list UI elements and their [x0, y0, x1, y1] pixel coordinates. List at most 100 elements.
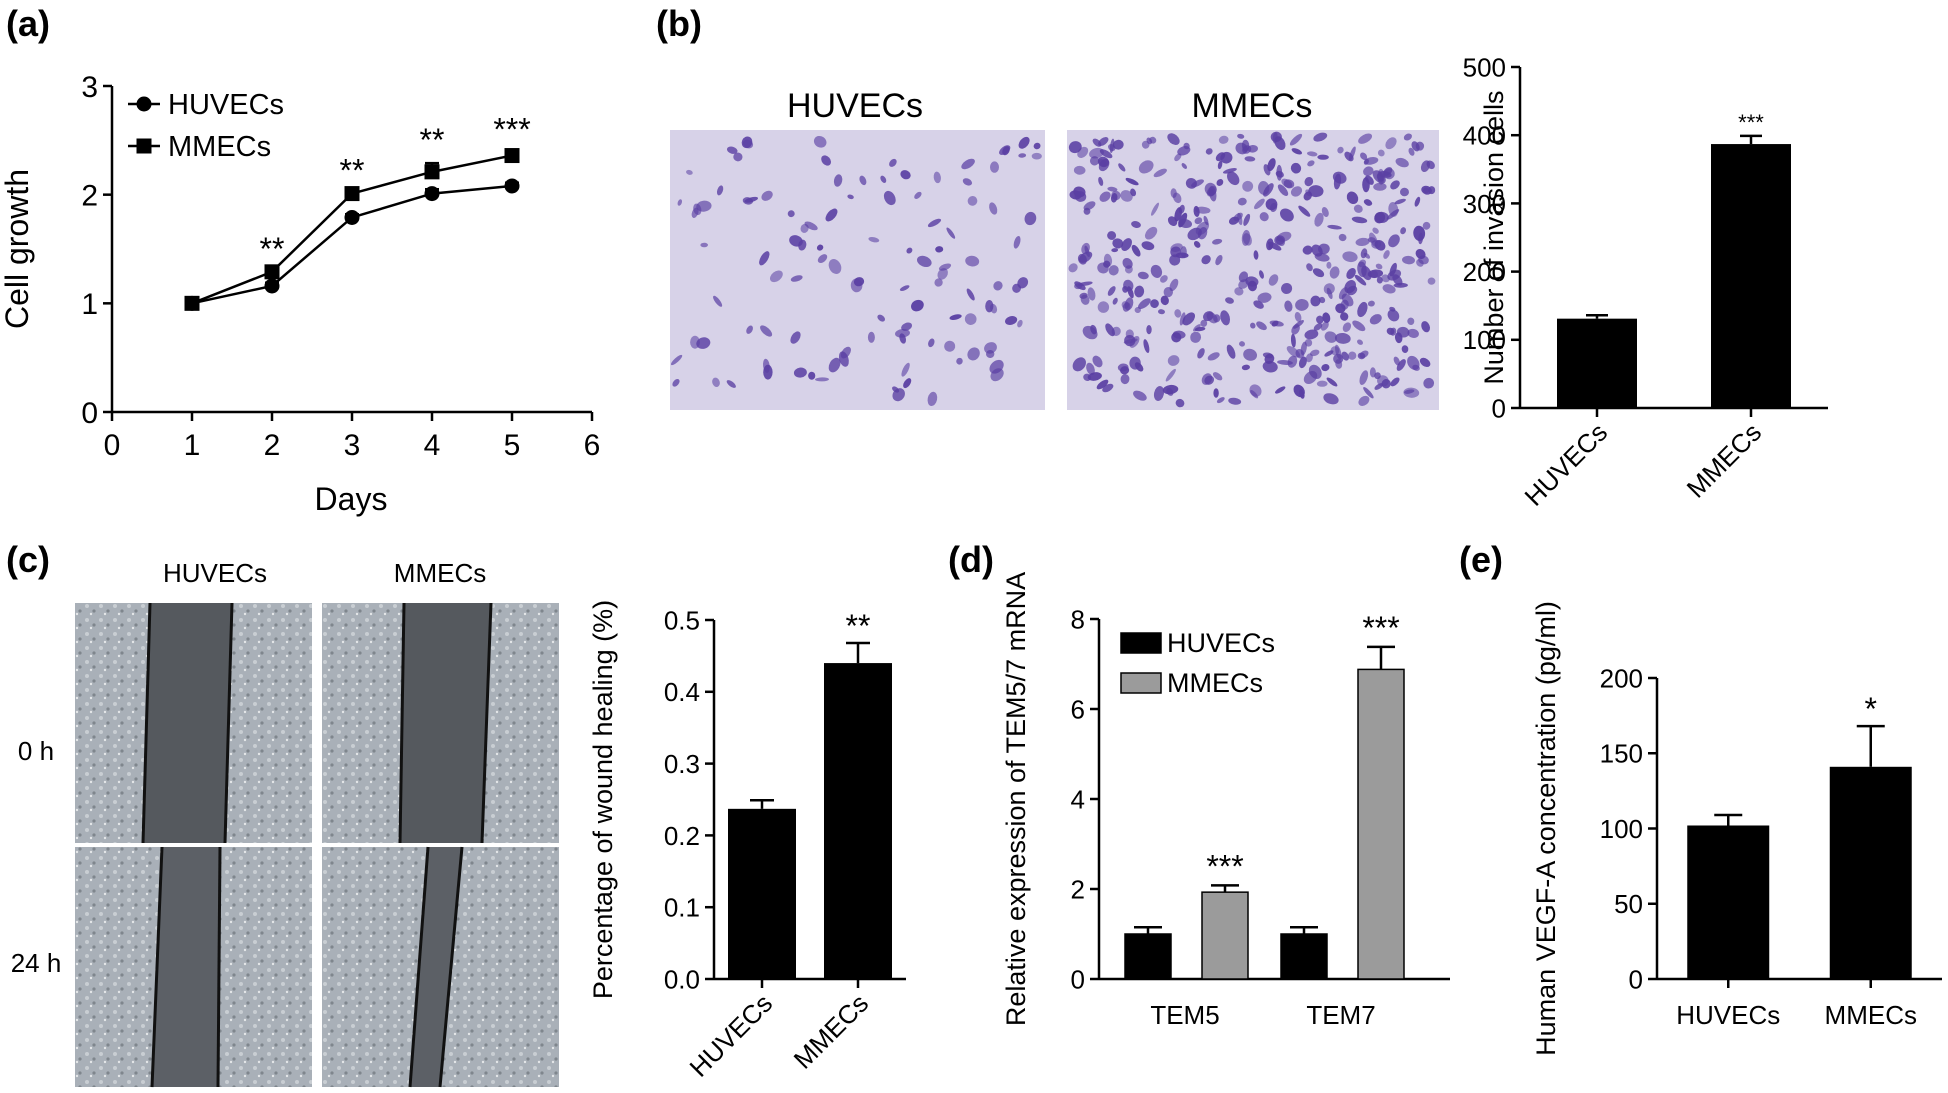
micrograph-b-mmecs-stained-cell: [1247, 280, 1258, 292]
micrograph-b-mmecs-stained-cell: [1239, 341, 1245, 347]
micrograph-b-mmecs-stained-cell: [1361, 265, 1372, 281]
micrograph-b-mmecs-stained-cell: [1099, 191, 1111, 202]
micrograph-b-huvecs-stained-cell: [828, 259, 842, 274]
micrograph-b-huvecs-stained-cell: [821, 155, 831, 166]
chart-d-significance: ***: [1206, 848, 1243, 884]
micrograph-b-mmecs-stained-cell: [1096, 379, 1109, 390]
micrograph-b-huvecs-stained-cell: [1031, 152, 1042, 160]
micrograph-b-huvecs-stained-cell: [770, 270, 783, 283]
micrograph-b-mmecs-stained-cell: [1129, 335, 1140, 348]
chart-e-x-tick-label: MMECs: [1825, 1000, 1917, 1030]
micrograph-b-mmecs-stained-cell: [1415, 141, 1425, 151]
chart-d-y-axis-title: Relative expression of TEM5/7 mRNA: [1001, 572, 1031, 1026]
micrograph-b-mmecs-stained-cell: [1121, 301, 1129, 309]
micrograph-b-mmecs-stained-cell: [1324, 331, 1337, 343]
chart-d-bar-tem7-mmecs: [1357, 668, 1405, 980]
chart-c-x-tick-label: MMECs: [788, 988, 875, 1075]
micrograph-b-huvecs-stained-cell: [986, 349, 995, 359]
micrograph-b-mmecs-stained-cell: [1268, 243, 1273, 250]
micrograph-c-huvecs-24h: [75, 846, 312, 1088]
micrograph-b-mmecs-stained-cell: [1120, 374, 1130, 385]
micrograph-b-mmecs-stained-cell: [1073, 186, 1086, 198]
chart-c-y-tick-label: 0.2: [664, 821, 700, 851]
micrograph-b-huvecs-stained-cell: [880, 175, 887, 183]
micrograph-b-huvecs-stained-cell: [1005, 316, 1018, 325]
micrograph-b-huvecs-stained-cell: [726, 146, 738, 154]
micrograph-b-huvecs-stained-cell: [967, 196, 978, 206]
micrograph-b-mmecs-stained-cell: [1316, 315, 1324, 324]
micrograph-b-mmecs-stained-cell: [1150, 264, 1163, 278]
micrograph-b-huvecs-stained-cell: [816, 244, 824, 251]
micrograph-b-huvecs-stained-cell: [990, 161, 999, 173]
micrograph-b-mmecs-stained-cell: [1190, 331, 1202, 343]
micrograph-b-mmecs-stained-cell: [1327, 224, 1342, 230]
micrograph-b-mmecs-stained-cell: [1395, 157, 1409, 168]
micrograph-b-mmecs-stained-cell: [1359, 370, 1369, 385]
micrograph-b-huvecs-stained-cell: [847, 194, 854, 200]
micrograph-b-huvecs-stained-cell: [892, 388, 905, 402]
micrograph-b-mmecs-stained-cell: [1097, 301, 1110, 313]
micrograph-b-huvecs-stained-cell: [672, 379, 680, 387]
chart-a-significance: ***: [493, 111, 530, 147]
micrograph-b-huvecs-stained-cell: [927, 391, 938, 407]
chart-c-y-tick-label: 0.1: [664, 893, 700, 923]
micrograph-b-mmecs-stained-cell: [1427, 277, 1436, 285]
micrograph-b-mmecs-stained-cell: [1242, 180, 1254, 192]
micrograph-b-mmecs-stained-cell: [1131, 221, 1141, 228]
micrograph-b-mmecs-stained-cell: [1237, 133, 1245, 139]
micrograph-b-mmecs-stained-cell: [1310, 295, 1321, 307]
micrograph-b-huvecs-stained-cell: [899, 333, 907, 344]
micrograph-b-mmecs-stained-cell: [1122, 257, 1133, 269]
micrograph-b-mmecs-stained-cell: [1111, 248, 1119, 253]
micrograph-b-mmecs-stained-cell: [1213, 314, 1221, 323]
chart-d-bar-tem5-mmecs: [1201, 891, 1249, 980]
micrograph-b-mmecs-stained-cell: [1134, 362, 1144, 372]
chart-d-y-tick-label: 0: [1071, 964, 1085, 994]
micrograph-b-mmecs-stained-cell: [1377, 375, 1389, 387]
micrograph-c-col-huvecs: HUVECs: [163, 558, 267, 588]
micrograph-b-mmecs-stained-cell: [1272, 132, 1278, 144]
micrograph-b-mmecs-stained-cell: [1207, 352, 1220, 361]
micrograph-b-mmecs-stained-cell: [1237, 212, 1243, 226]
micrograph-b-mmecs-stained-cell: [1408, 147, 1415, 156]
micrograph-b-mmecs-stained-cell: [1382, 284, 1396, 294]
micrograph-b-mmecs-stained-cell: [1335, 344, 1342, 361]
micrograph-b-mmecs-stained-cell: [1227, 171, 1240, 186]
micrograph-b-mmecs-stained-cell: [1326, 287, 1333, 300]
micrograph-b-mmecs-stained-cell: [1365, 175, 1374, 185]
micrograph-b-huvecs-stained-cell: [933, 171, 941, 184]
micrograph-b-mmecs-stained-cell: [1131, 244, 1141, 257]
chart-d-legend-label: HUVECs: [1167, 628, 1275, 658]
micrograph-b-huvecs-stained-cell: [713, 295, 723, 307]
micrograph-b-huvecs-stained-cell: [895, 328, 910, 338]
micrograph-b-huvecs-stained-cell: [967, 347, 980, 361]
micrograph-b-mmecs-stained-cell: [1416, 259, 1424, 267]
micrograph-b-huvecs-stained-cell: [700, 242, 708, 248]
micrograph-b-mmecs-stained-cell: [1375, 263, 1383, 270]
micrograph-b-mmecs-stained-cell: [1083, 207, 1091, 215]
chart-b-x-tick-label: MMECs: [1681, 417, 1768, 504]
chart-a-x-tick-label: 0: [104, 429, 121, 462]
micrograph-b-mmecs-stained-cell: [1250, 322, 1256, 329]
chart-d-x-tick-label: TEM7: [1306, 1000, 1375, 1030]
chart-b-bar-huvecs: [1557, 318, 1637, 408]
micrograph-b-mmecs-stained-cell: [1077, 253, 1087, 265]
micrograph-b-mmecs-stained-cell: [1086, 362, 1095, 376]
micrograph-b-huvecs-stained-cell: [833, 174, 843, 187]
micrograph-b-huvecs-stained-cell: [741, 136, 753, 149]
micrograph-b-mmecs-stained-cell: [1265, 198, 1278, 211]
chart-e-y-tick-label: 200: [1600, 663, 1643, 693]
chart-d-y-tick-label: 4: [1071, 784, 1085, 814]
micrograph-b-mmecs-stained-cell: [1133, 390, 1147, 401]
micrograph-b-huvecs-stained-cell: [900, 170, 911, 180]
micrograph-b-huvecs-stained-cell: [716, 185, 724, 196]
micrograph-b-huvecs: [670, 130, 1045, 410]
micrograph-b-mmecs-stained-cell: [1428, 186, 1436, 195]
micrograph-b-huvecs-stained-cell: [813, 135, 827, 148]
chart-a-x-tick-label: 5: [504, 429, 521, 462]
micrograph-b-huvecs-stained-cell: [790, 331, 801, 344]
micrograph-b-mmecs-stained-cell: [1174, 153, 1182, 162]
micrograph-b-huvecs-stained-cell: [966, 288, 975, 301]
micrograph-b-mmecs-stained-cell: [1218, 135, 1229, 144]
micrograph-b-mmecs-stained-cell: [1394, 198, 1406, 205]
